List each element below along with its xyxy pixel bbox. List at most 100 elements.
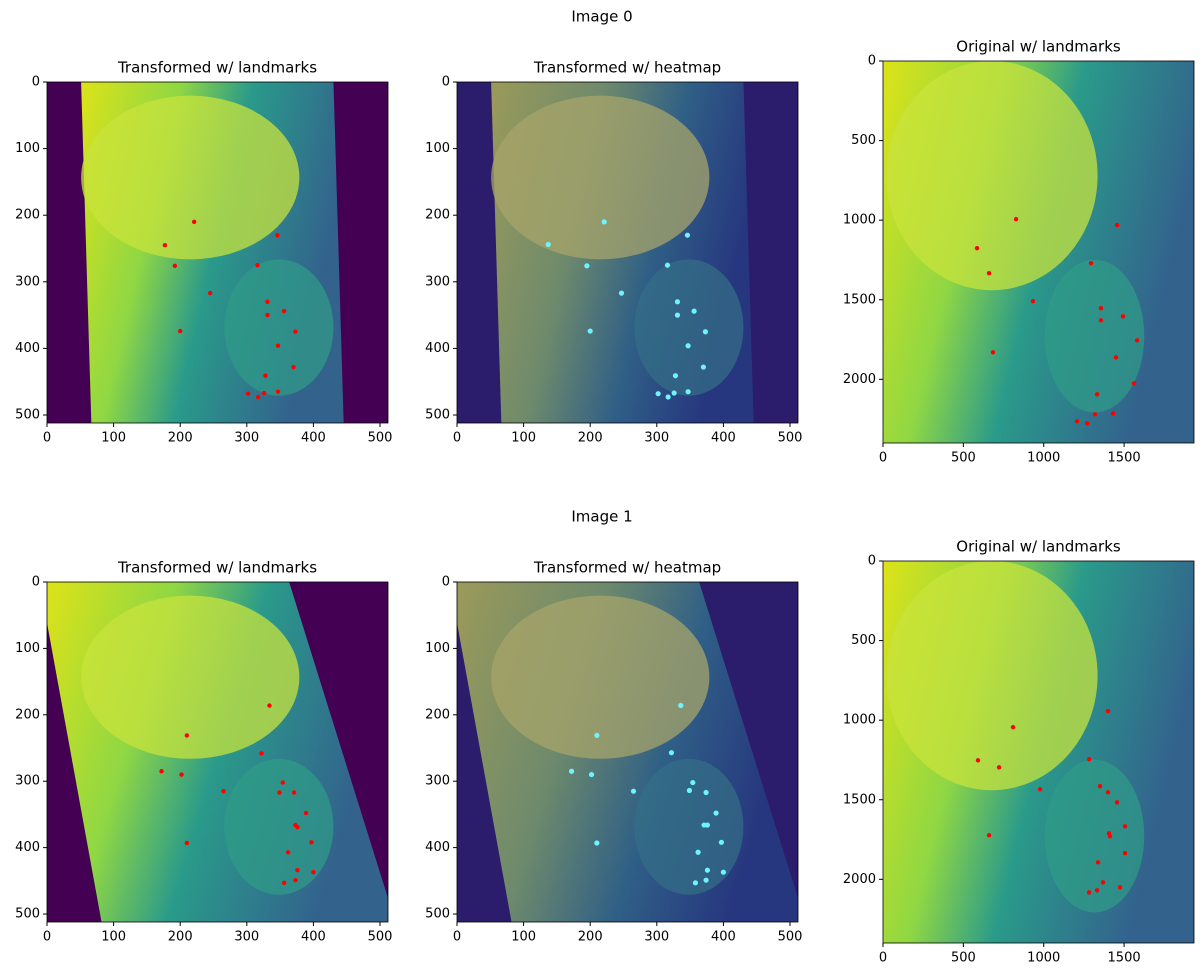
- jaw: [1044, 259, 1145, 413]
- y-tick-label: 0: [32, 575, 40, 590]
- x-tick-label: 1000: [1027, 951, 1060, 966]
- landmark: [221, 788, 226, 794]
- landmark: [275, 389, 281, 394]
- landmark: [263, 373, 268, 378]
- landmark: [720, 869, 727, 875]
- y-tick-label: 400: [425, 341, 450, 356]
- landmark: [671, 390, 677, 396]
- landmark: [259, 751, 264, 756]
- y-tick-label: 300: [425, 274, 450, 289]
- skull: [81, 95, 300, 260]
- frame: [46, 581, 389, 923]
- landmark: [178, 328, 183, 334]
- landmark: [1086, 756, 1092, 762]
- x-tick-label: 400: [301, 431, 326, 446]
- x-tick-label: 100: [101, 431, 126, 446]
- landmark: [672, 373, 679, 379]
- y-tick-label: 300: [15, 274, 40, 289]
- y-tick-label: 500: [851, 633, 876, 648]
- x-tick-label: 100: [511, 431, 536, 446]
- skull: [886, 561, 1098, 791]
- landmark: [293, 877, 298, 883]
- landmark: [1094, 888, 1100, 893]
- image: [883, 61, 1194, 443]
- landmark: [275, 343, 281, 348]
- x-tick-label: 500: [951, 951, 976, 966]
- x-tick-label: 100: [101, 930, 126, 945]
- y-tick-label: 400: [15, 840, 40, 855]
- landmark: [594, 732, 600, 738]
- landmark: [261, 390, 267, 396]
- y-tick-label: 0: [32, 75, 40, 90]
- landmark: [277, 790, 282, 795]
- landmark: [674, 312, 681, 318]
- landmark: [172, 263, 178, 269]
- landmark: [1095, 860, 1101, 865]
- landmark: [285, 850, 291, 855]
- landmark: [265, 312, 270, 318]
- landmark: [588, 771, 595, 778]
- skull: [81, 595, 300, 759]
- landmark: [704, 822, 711, 828]
- landmark: [1131, 381, 1137, 386]
- frame: [882, 60, 1195, 444]
- landmark: [184, 840, 190, 846]
- landmark: [713, 810, 719, 816]
- landmark: [986, 833, 992, 838]
- landmark: [703, 789, 709, 796]
- axes: 0 500 1000 1500 0 500 1000 1500 2000 Original w/ …: [843, 38, 1195, 466]
- landmark: [655, 391, 661, 397]
- y-tick-label: 100: [15, 141, 40, 156]
- image: [47, 582, 388, 922]
- landmark: [1120, 314, 1126, 319]
- landmark: [311, 869, 316, 875]
- landmark: [975, 758, 981, 763]
- landmark: [1105, 708, 1111, 714]
- skull: [491, 95, 710, 260]
- landmark: [630, 788, 637, 794]
- landmark: [1134, 338, 1140, 343]
- landmark: [1010, 724, 1016, 730]
- image: [457, 582, 798, 922]
- landmark: [678, 702, 684, 709]
- landmark: [1110, 411, 1116, 416]
- y-tick-label: 500: [15, 408, 40, 423]
- landmark: [1117, 885, 1123, 890]
- x-tick-label: 1500: [1108, 451, 1141, 466]
- y-tick-label: 0: [868, 554, 876, 569]
- landmark: [1088, 260, 1094, 266]
- row-title: Image 1: [571, 508, 632, 526]
- y-tick-label: 300: [15, 774, 40, 789]
- landmark: [690, 779, 696, 786]
- x-tick-label: 500: [368, 930, 393, 945]
- x-tick-label: 100: [511, 930, 536, 945]
- landmark: [291, 790, 297, 795]
- y-tick-label: 500: [425, 907, 450, 922]
- y-tick-label: 1000: [843, 713, 876, 728]
- jaw: [1044, 759, 1145, 913]
- landmark: [974, 245, 980, 251]
- landmark: [700, 364, 707, 370]
- landmark: [159, 769, 164, 774]
- y-tick-label: 0: [442, 575, 450, 590]
- y-tick-label: 0: [868, 54, 876, 69]
- x-tick-label: 300: [644, 930, 669, 945]
- landmark: [684, 232, 691, 238]
- y-tick-label: 200: [425, 707, 450, 722]
- x-tick-label: 0: [879, 951, 887, 966]
- y-tick-label: 500: [15, 907, 40, 922]
- landmark: [1100, 880, 1106, 885]
- landmark: [996, 765, 1002, 770]
- axes-title: Original w/ landmarks: [956, 38, 1121, 56]
- landmark: [275, 232, 280, 238]
- x-tick-label: 200: [168, 431, 193, 446]
- landmark: [568, 768, 575, 774]
- landmark: [986, 270, 992, 276]
- landmark: [295, 824, 300, 830]
- jaw: [634, 259, 744, 396]
- y-tick-label: 500: [425, 408, 450, 423]
- landmark: [255, 394, 261, 400]
- landmark: [1122, 851, 1128, 856]
- skull: [886, 61, 1098, 291]
